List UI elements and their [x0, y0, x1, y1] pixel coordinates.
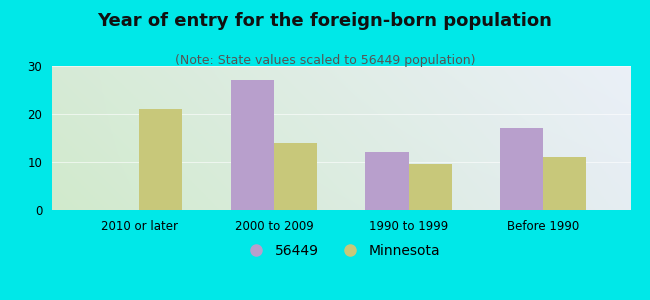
- Bar: [365, 152, 408, 210]
- Bar: [500, 128, 543, 210]
- Bar: [231, 80, 274, 210]
- Bar: [543, 157, 586, 210]
- Legend: 56449, Minnesota: 56449, Minnesota: [236, 238, 447, 263]
- Bar: [408, 164, 452, 210]
- Text: Year of entry for the foreign-born population: Year of entry for the foreign-born popul…: [98, 12, 552, 30]
- Text: (Note: State values scaled to 56449 population): (Note: State values scaled to 56449 popu…: [175, 54, 475, 67]
- Bar: [140, 109, 183, 210]
- Bar: [274, 143, 317, 210]
